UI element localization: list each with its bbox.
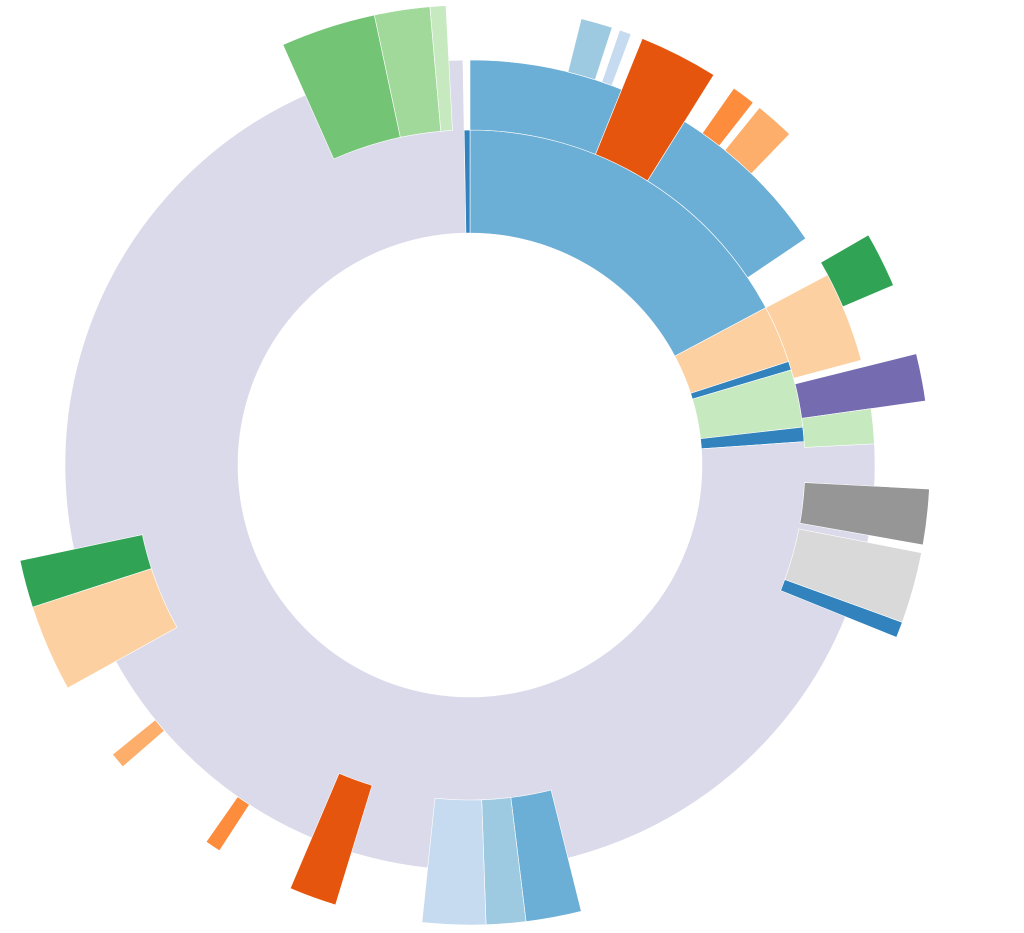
- sunburst-segment: [724, 107, 790, 175]
- sunburst-segment: [112, 719, 165, 768]
- sunburst-segment: [820, 234, 894, 308]
- sunburst-segment: [799, 482, 930, 546]
- sunburst-segment: [19, 534, 152, 608]
- sunburst-segment: [289, 772, 373, 906]
- sunburst-segment: [205, 796, 250, 852]
- sunburst-segment: [567, 18, 613, 81]
- sunburst-segment: [701, 87, 754, 147]
- sunburst-segment: [801, 408, 875, 448]
- sunburst-segment: [780, 579, 903, 638]
- sunburst-segment: [421, 797, 487, 926]
- sunburst-segment: [601, 29, 632, 87]
- sunburst-segment: [429, 5, 453, 132]
- sunburst-segment: [463, 129, 471, 234]
